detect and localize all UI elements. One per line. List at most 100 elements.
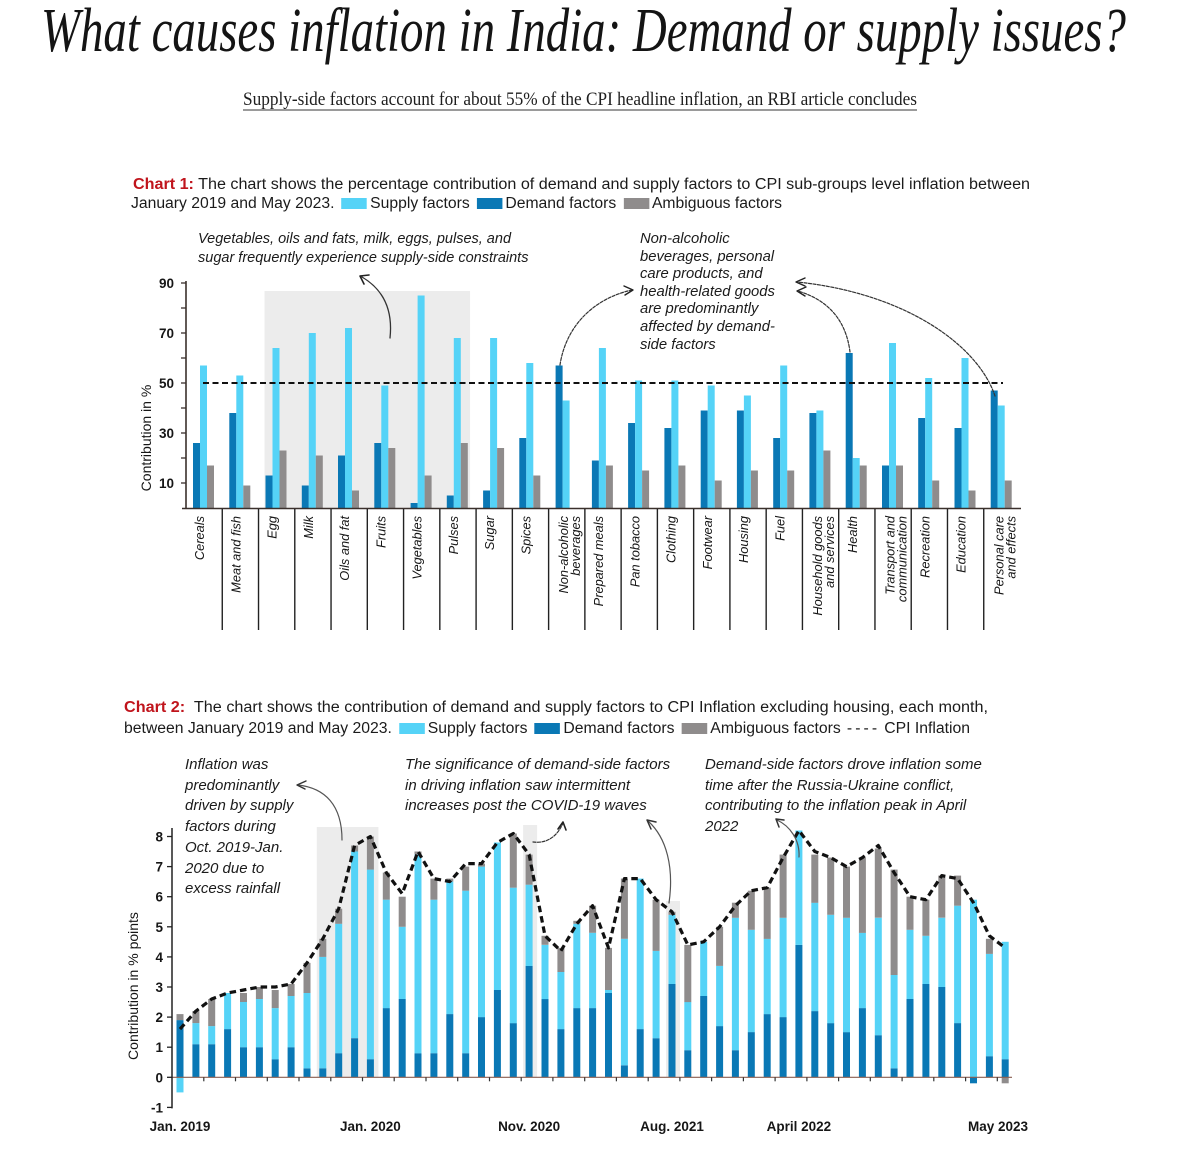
bar-supply xyxy=(303,993,311,1069)
arrowhead-icon xyxy=(796,286,807,297)
annotation-arrow xyxy=(361,276,392,339)
bar-ambiguous xyxy=(932,480,940,508)
bar-supply xyxy=(668,914,676,984)
bar-supply xyxy=(430,899,438,1054)
category-label: Meat and fish xyxy=(228,516,243,593)
caption-line: Chart 1: The chart shows the percentage … xyxy=(133,175,1030,194)
bar-supply xyxy=(852,458,860,508)
bar-ambiguous xyxy=(176,1014,184,1021)
bar-ambiguous xyxy=(652,899,660,951)
category-label: Housing xyxy=(736,516,751,563)
bar-demand xyxy=(620,1065,628,1078)
annotation-line: Demand-side factors drove inflation some xyxy=(705,756,982,773)
annotation-line: beverages, personal xyxy=(640,248,775,265)
bar-demand xyxy=(192,1044,200,1078)
bar-supply xyxy=(874,917,882,1036)
bar-demand xyxy=(773,438,781,508)
bar-demand xyxy=(938,987,946,1078)
bar-demand xyxy=(589,1008,597,1078)
bar-supply xyxy=(525,884,533,966)
legend-label-supply: Supply factors xyxy=(370,195,470,212)
caption-line: between January 2019 and May 2023. Supply… xyxy=(124,719,970,738)
chart-1-annotation-supply: Vegetables, oils and fats, milk, eggs, p… xyxy=(198,230,528,268)
bar-supply xyxy=(997,405,1005,508)
bar-demand xyxy=(858,1008,866,1078)
bar-ambiguous xyxy=(896,465,903,508)
bar-ambiguous xyxy=(240,993,247,1002)
bar-demand xyxy=(922,984,930,1078)
bar-demand xyxy=(573,1008,581,1078)
bar-demand xyxy=(338,455,345,508)
bar-demand xyxy=(509,1023,517,1078)
bar-demand xyxy=(483,490,491,508)
bar-supply xyxy=(925,378,933,508)
annotation-arrow xyxy=(297,784,343,841)
bar-demand xyxy=(240,1047,247,1078)
bar-supply xyxy=(240,1002,247,1048)
bar-demand xyxy=(890,1068,898,1078)
chart-2-annotation-rainfall: Inflation was predominantly driven by su… xyxy=(185,755,293,900)
bar-ambiguous xyxy=(827,857,835,915)
y-tick-label: 70 xyxy=(159,326,174,341)
annotation-line: time after the Russia-Ukraine conflict, xyxy=(705,776,955,794)
bar-demand xyxy=(366,1059,374,1078)
subtitle-link[interactable]: Supply-side factors account for about 55… xyxy=(243,89,918,110)
bar-demand xyxy=(176,1020,184,1078)
bar-demand xyxy=(1001,1059,1009,1078)
y-tick-label: 90 xyxy=(159,276,174,291)
legend-dashed-line-marker: ---- xyxy=(846,720,881,737)
category-label: Sugar xyxy=(482,515,497,550)
category-label: and effects xyxy=(1003,515,1018,578)
bar-supply xyxy=(319,956,327,1069)
bar-ambiguous xyxy=(985,938,993,954)
bar-supply xyxy=(684,1002,692,1051)
legend-label-supply: Supply factors xyxy=(427,720,528,737)
category-label: Education xyxy=(954,516,969,573)
bar-ambiguous xyxy=(938,875,946,918)
bar-demand xyxy=(478,1017,485,1078)
bar-supply xyxy=(954,905,962,1024)
annotation-arrow xyxy=(559,289,633,366)
bar-demand xyxy=(319,1068,327,1078)
bar-ambiguous xyxy=(714,480,722,508)
bar-supply xyxy=(493,842,501,990)
bar-demand xyxy=(747,1032,755,1078)
bar-demand xyxy=(605,993,612,1078)
x-tick-label: April 2022 xyxy=(767,1119,832,1134)
bar-supply xyxy=(414,854,422,1054)
bar-supply xyxy=(858,932,866,1009)
annotation-line: 2020 due to xyxy=(185,859,265,877)
category-label: Fruits xyxy=(373,515,388,548)
bar-demand xyxy=(628,423,636,508)
bar-supply xyxy=(652,950,660,1039)
y-tick-label: -1 xyxy=(151,1100,163,1115)
category-label: Footwear xyxy=(700,515,715,569)
category-label: Clothing xyxy=(664,516,679,563)
bar-supply xyxy=(890,975,898,1069)
bar-demand xyxy=(985,1056,993,1078)
category-label: communication xyxy=(895,516,910,602)
annotation-line: 2022 xyxy=(705,818,739,836)
bar-ambiguous xyxy=(207,465,214,508)
bar-ambiguous xyxy=(243,485,251,508)
bar-ambiguous xyxy=(497,448,505,508)
caption-line: Chart 2: The chart shows the contributio… xyxy=(124,698,988,717)
x-tick-label: May 2023 xyxy=(968,1119,1029,1134)
bar-ambiguous xyxy=(352,490,359,508)
bar-ambiguous xyxy=(954,875,962,906)
bar-supply xyxy=(478,866,485,1018)
bar-supply xyxy=(490,338,498,508)
bar-ambiguous xyxy=(747,890,755,930)
legend-label-demand: Demand factors xyxy=(505,195,617,212)
y-axis-label: Contribution in % points xyxy=(125,912,141,1060)
bar-ambiguous xyxy=(208,999,216,1027)
bar-supply xyxy=(271,1008,279,1060)
bar-demand xyxy=(493,990,501,1078)
bar-ambiguous xyxy=(525,854,533,885)
caption-text: January 2019 and May 2023. xyxy=(131,195,335,212)
bar-demand xyxy=(414,1053,422,1078)
bar-demand xyxy=(374,443,382,508)
bar-supply xyxy=(192,1023,200,1045)
bar-demand xyxy=(970,1077,977,1084)
bar-ambiguous xyxy=(541,935,549,945)
